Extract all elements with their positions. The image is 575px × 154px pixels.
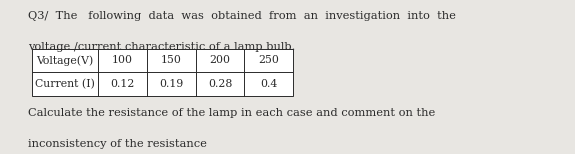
- Text: 0.19: 0.19: [159, 79, 183, 89]
- Text: 200: 200: [209, 55, 231, 65]
- Bar: [32, 49, 293, 96]
- Text: Calculate the resistance of the lamp in each case and comment on the: Calculate the resistance of the lamp in …: [28, 108, 435, 118]
- Text: 0.12: 0.12: [110, 79, 135, 89]
- Text: 0.28: 0.28: [208, 79, 232, 89]
- Text: voltage /current characteristic of a lamp bulb.: voltage /current characteristic of a lam…: [28, 42, 295, 52]
- Text: 150: 150: [160, 55, 182, 65]
- Text: Current (I): Current (I): [34, 79, 95, 89]
- Text: 0.4: 0.4: [260, 79, 278, 89]
- Text: 250: 250: [258, 55, 279, 65]
- Text: 100: 100: [112, 55, 133, 65]
- Text: inconsistency of the resistance: inconsistency of the resistance: [28, 139, 206, 149]
- Text: Q3/  The   following  data  was  obtained  from  an  investigation  into  the: Q3/ The following data was obtained from…: [28, 11, 455, 21]
- Text: Voltage(V): Voltage(V): [36, 55, 93, 66]
